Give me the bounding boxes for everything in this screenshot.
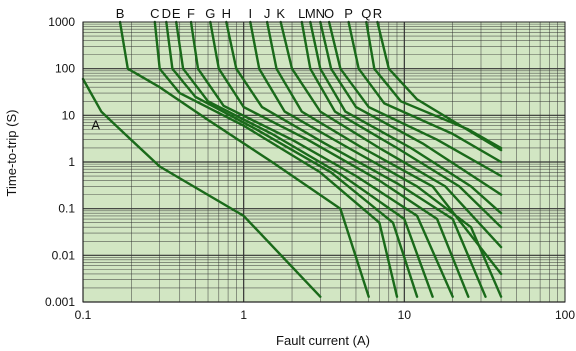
y-tick-labels: 1000 100 10 1 0.1 0.01 0.001 <box>45 15 75 309</box>
curve-label-b: B <box>116 6 125 21</box>
plot-frame <box>82 21 566 303</box>
y-tick-label: 1000 <box>48 15 75 29</box>
curve-label-f: F <box>187 6 195 21</box>
curve-l <box>300 20 503 229</box>
x-tick-label: 100 <box>555 308 575 322</box>
curve-m <box>309 20 503 215</box>
curve-label-i: I <box>249 6 253 21</box>
curve-r <box>376 20 503 152</box>
y-tick-label: 100 <box>55 62 75 76</box>
curve-e <box>175 20 434 298</box>
curve-label-l: L <box>298 6 305 21</box>
curve-label-g: G <box>205 6 215 21</box>
curve-labels: B C D E F G H I J K L M NO P Q R A <box>91 6 382 132</box>
curve-p <box>347 20 503 164</box>
x-tick-label: 0.1 <box>75 308 92 322</box>
curve-i <box>249 20 503 298</box>
curve-label-r: R <box>373 6 382 21</box>
curve-d <box>165 20 419 298</box>
x-tick-labels: 0.1 1 10 100 <box>75 308 576 322</box>
curve-label-n: N <box>316 6 325 21</box>
curve-label-q: Q <box>361 6 371 21</box>
curve-h <box>225 20 487 298</box>
curve-label-k: K <box>276 6 285 21</box>
x-axis-title: Fault current (A) <box>276 333 370 348</box>
curve-n <box>319 20 503 196</box>
curve-label-m: M <box>305 6 316 21</box>
y-tick-label: 0.001 <box>45 295 75 309</box>
curve-g <box>209 20 470 298</box>
curve-b <box>118 20 370 298</box>
curve-label-h: H <box>222 6 231 21</box>
curve-k <box>279 20 503 249</box>
curve-c <box>153 20 399 298</box>
curve-j <box>265 20 503 276</box>
y-tick-label: 1 <box>68 155 75 169</box>
curve-label-j: J <box>264 6 271 21</box>
curve-label-p: P <box>344 6 353 21</box>
curve-label-o: O <box>324 6 334 21</box>
curve-label-d: D <box>162 6 171 21</box>
y-tick-label: 0.01 <box>52 248 76 262</box>
y-tick-label: 0.1 <box>58 202 75 216</box>
curve-label-e: E <box>172 6 181 21</box>
x-tick-label: 10 <box>398 308 412 322</box>
curves <box>81 20 503 298</box>
curve-label-c: C <box>150 6 159 21</box>
curve-f <box>189 20 454 298</box>
y-tick-label: 10 <box>62 108 76 122</box>
curve-o <box>327 20 503 178</box>
curve-a <box>81 77 322 298</box>
curve-label-a: A <box>91 117 100 132</box>
x-tick-label: 1 <box>240 308 247 322</box>
y-axis-title: Time-to-trip (S) <box>4 110 19 197</box>
